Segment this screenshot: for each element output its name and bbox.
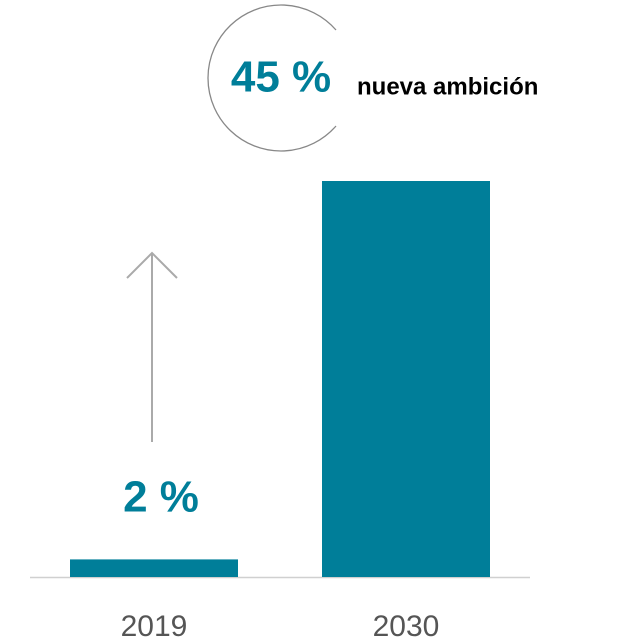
x-tick-label: 2019	[121, 610, 188, 643]
bar	[70, 559, 238, 577]
highlight-circle	[207, 4, 337, 152]
bar	[322, 181, 490, 577]
annotation: nueva ambición	[357, 73, 538, 100]
x-tick-label: 2030	[373, 610, 440, 643]
arrow-head	[126, 251, 178, 279]
value-label: 45 %	[231, 53, 331, 102]
value-label: 2 %	[123, 473, 199, 522]
